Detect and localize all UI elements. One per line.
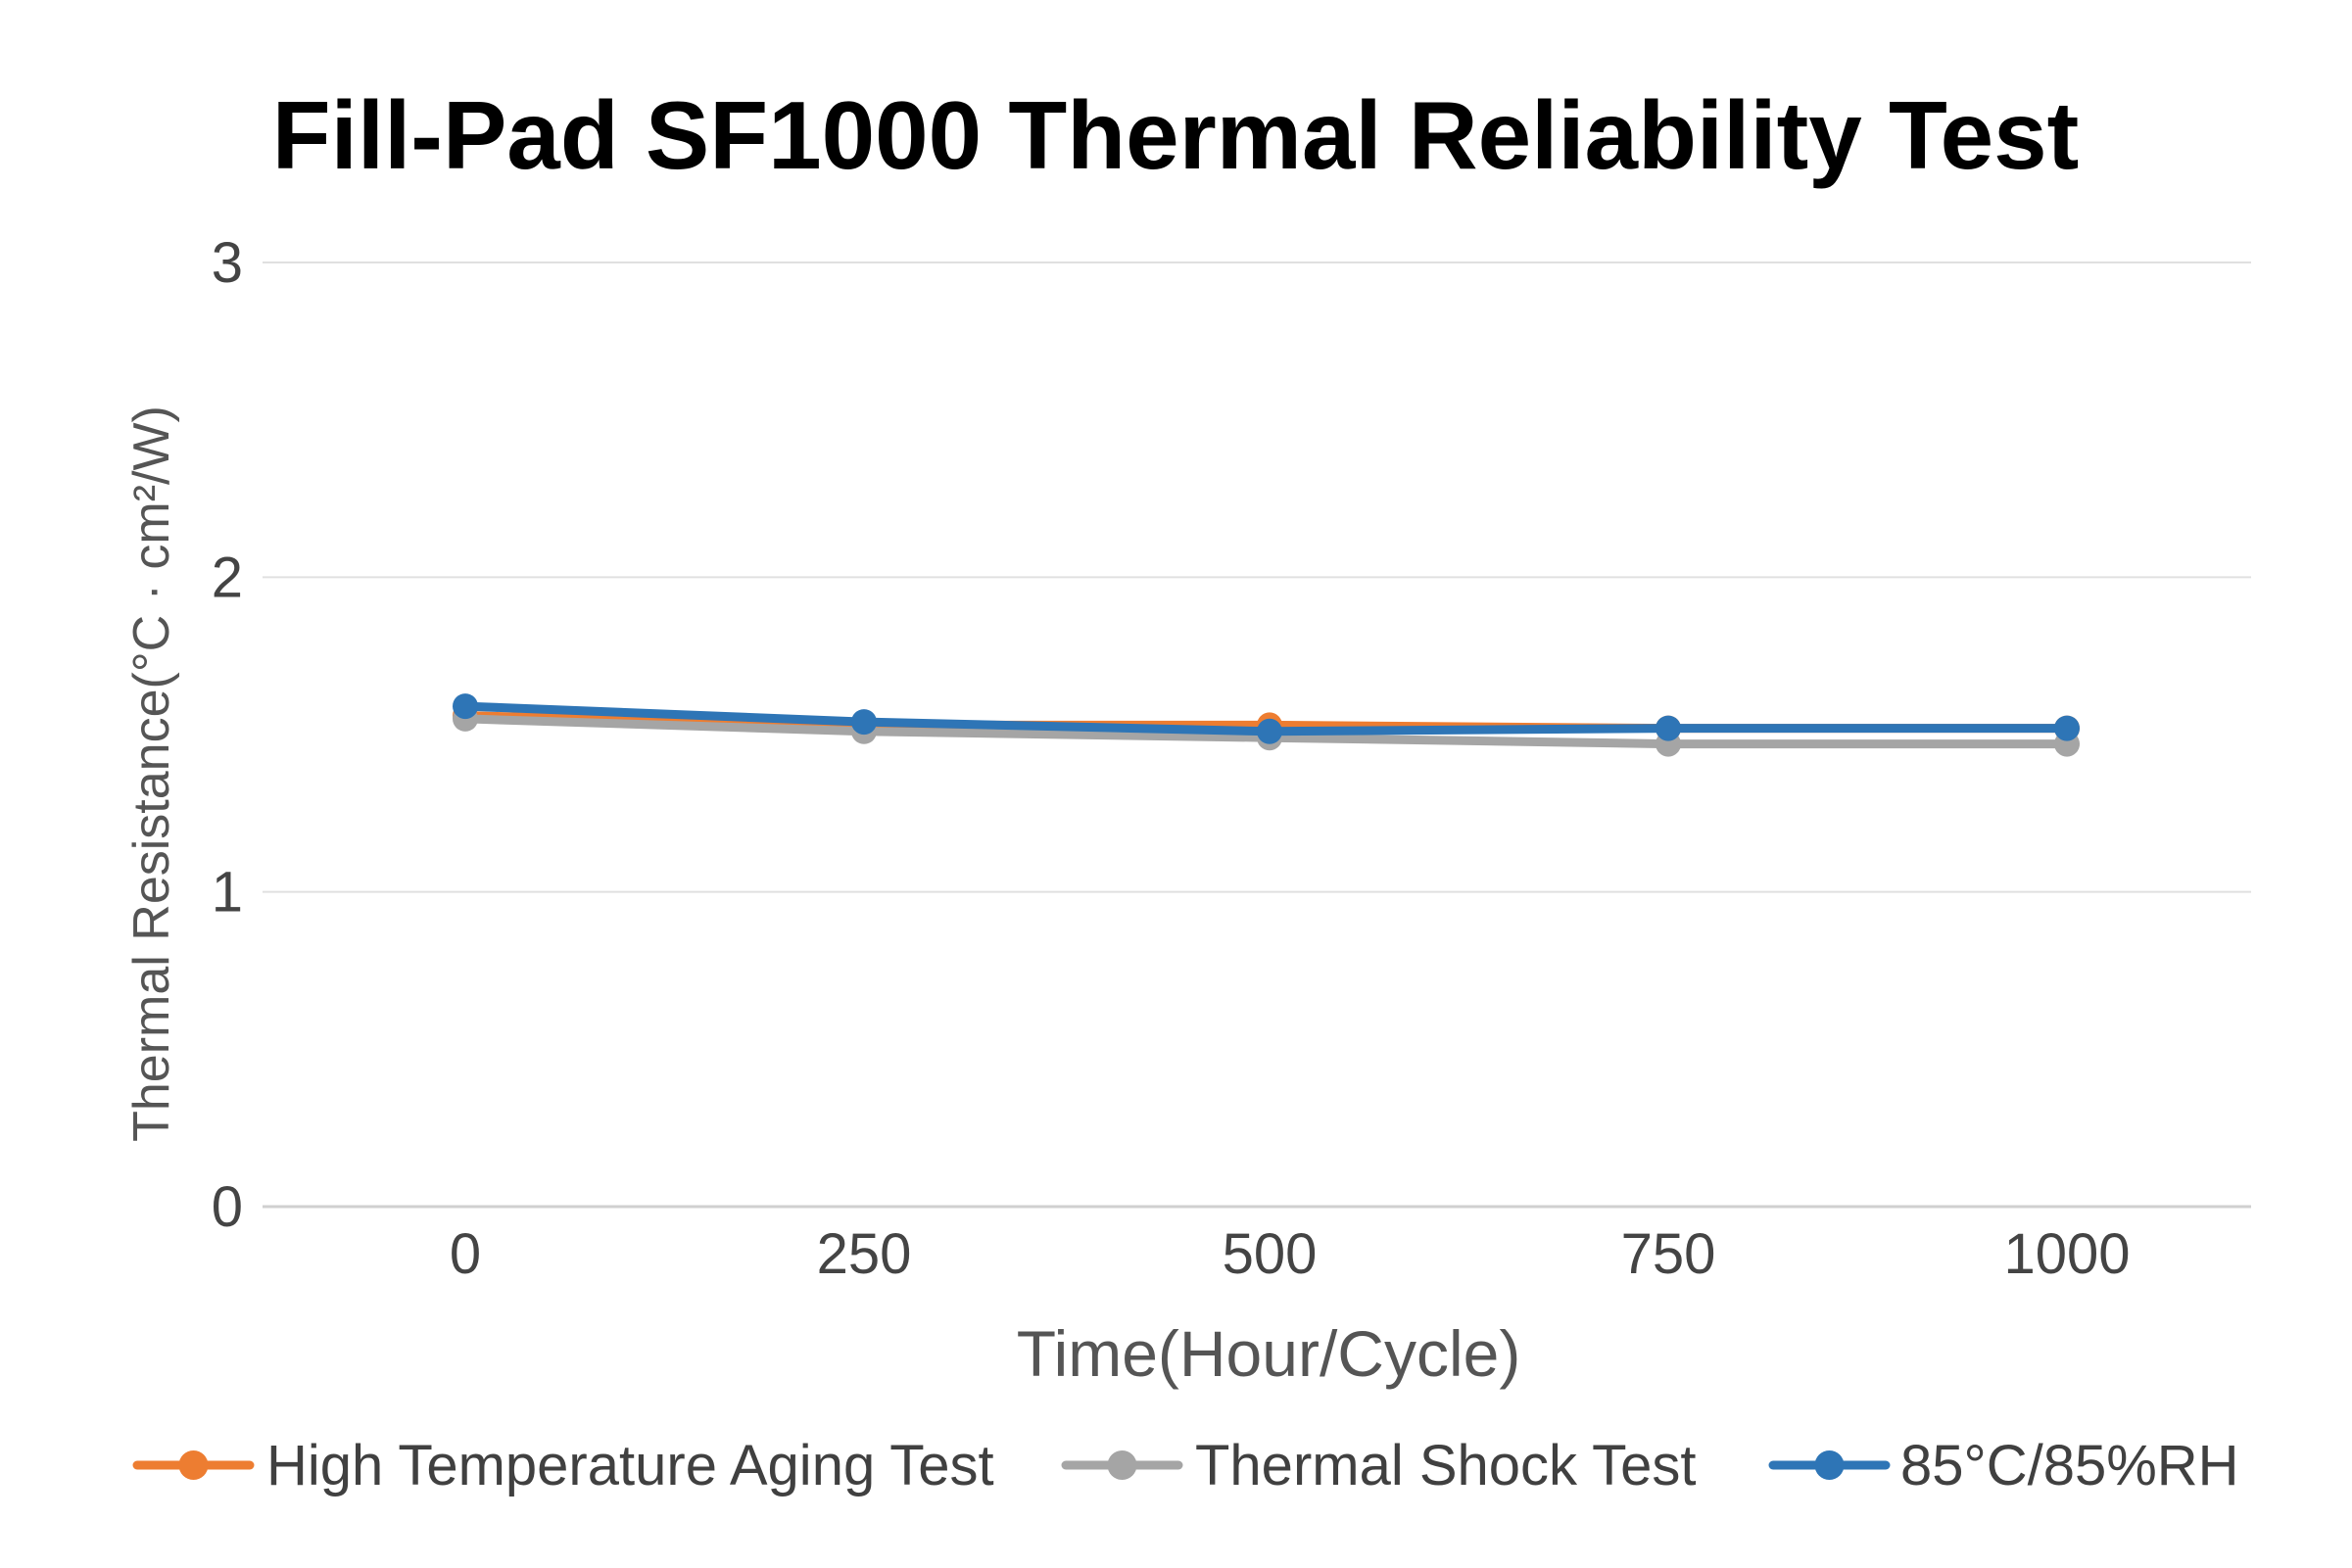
series-lines [453,693,2080,757]
legend-label: Thermal Shock Test [1195,1434,1696,1497]
legend-swatch-marker [1814,1450,1845,1480]
legend-item: Thermal Shock Test [1061,1434,1696,1497]
y-tick-label: 3 [212,231,243,295]
x-axis-ticks: 0 250 500 750 1000 [450,1222,2131,1286]
gridlines [263,261,2251,1209]
x-tick-label: 500 [1223,1222,1318,1286]
data-point [1656,715,1681,741]
x-tick-label: 0 [450,1222,481,1286]
legend-item: High Temperature Aging Test [132,1434,994,1497]
legend-item: 85°C/85%RH [1768,1434,2239,1497]
data-point [2054,715,2080,741]
legend-swatch-marker [178,1450,209,1480]
y-axis-ticks: 0 1 2 3 [212,231,243,1239]
legend-swatch-marker [1107,1450,1137,1480]
series-2 [453,693,2080,744]
y-tick-label: 2 [212,546,243,609]
y-axis-title: Thermal Resistance(°C · cm²/W) [123,405,180,1142]
y-tick-label: 1 [212,861,243,925]
chart-title: Fill-Pad SF1000 Thermal Reliability Test [272,81,2079,189]
x-tick-label: 1000 [2003,1222,2130,1286]
x-tick-label: 750 [1621,1222,1716,1286]
legend-label: 85°C/85%RH [1900,1434,2239,1497]
legend-label: High Temperature Aging Test [266,1434,994,1497]
y-tick-label: 0 [212,1175,243,1239]
data-point [1257,718,1282,744]
data-point [453,693,478,720]
x-tick-label: 250 [817,1222,912,1286]
data-point [851,709,877,736]
x-axis-title: Time(Hour/Cycle) [1017,1317,1521,1390]
legend: High Temperature Aging Test Thermal Shock… [132,1434,2239,1497]
